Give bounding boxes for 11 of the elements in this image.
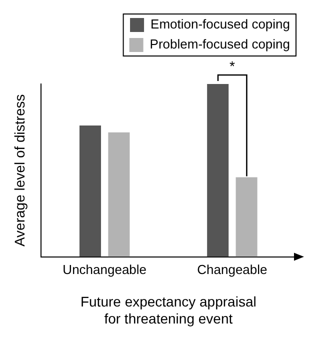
bar (108, 132, 130, 257)
legend-label: Emotion-focused coping (150, 16, 290, 32)
x-axis-title: Future expectancy appraisal for threatening event (80, 294, 256, 326)
legend-label: Problem-focused coping (150, 36, 290, 52)
bar (207, 84, 229, 257)
x-tick-label: Changeable (197, 262, 268, 278)
bar (79, 125, 102, 257)
x-tick-label: Unchangeable (62, 262, 147, 278)
y-axis-title: Average level of distress (11, 94, 28, 247)
text: * (228, 58, 236, 74)
bar (236, 177, 258, 257)
